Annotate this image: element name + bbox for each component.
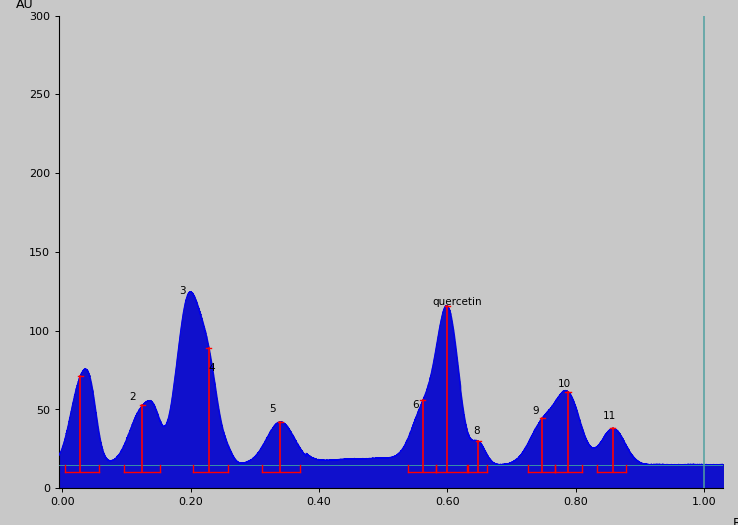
Text: 2: 2: [130, 392, 136, 402]
Text: 10: 10: [557, 379, 570, 389]
Text: 3: 3: [179, 286, 186, 296]
Text: 8: 8: [473, 426, 480, 436]
Text: 5: 5: [269, 404, 276, 414]
Text: 11: 11: [602, 411, 615, 421]
Text: Rf: Rf: [734, 517, 738, 525]
Text: quercetin: quercetin: [432, 297, 482, 307]
Text: AU: AU: [15, 0, 33, 11]
Text: 6: 6: [412, 400, 418, 410]
Text: 9: 9: [533, 406, 539, 416]
Text: 4: 4: [208, 363, 215, 373]
